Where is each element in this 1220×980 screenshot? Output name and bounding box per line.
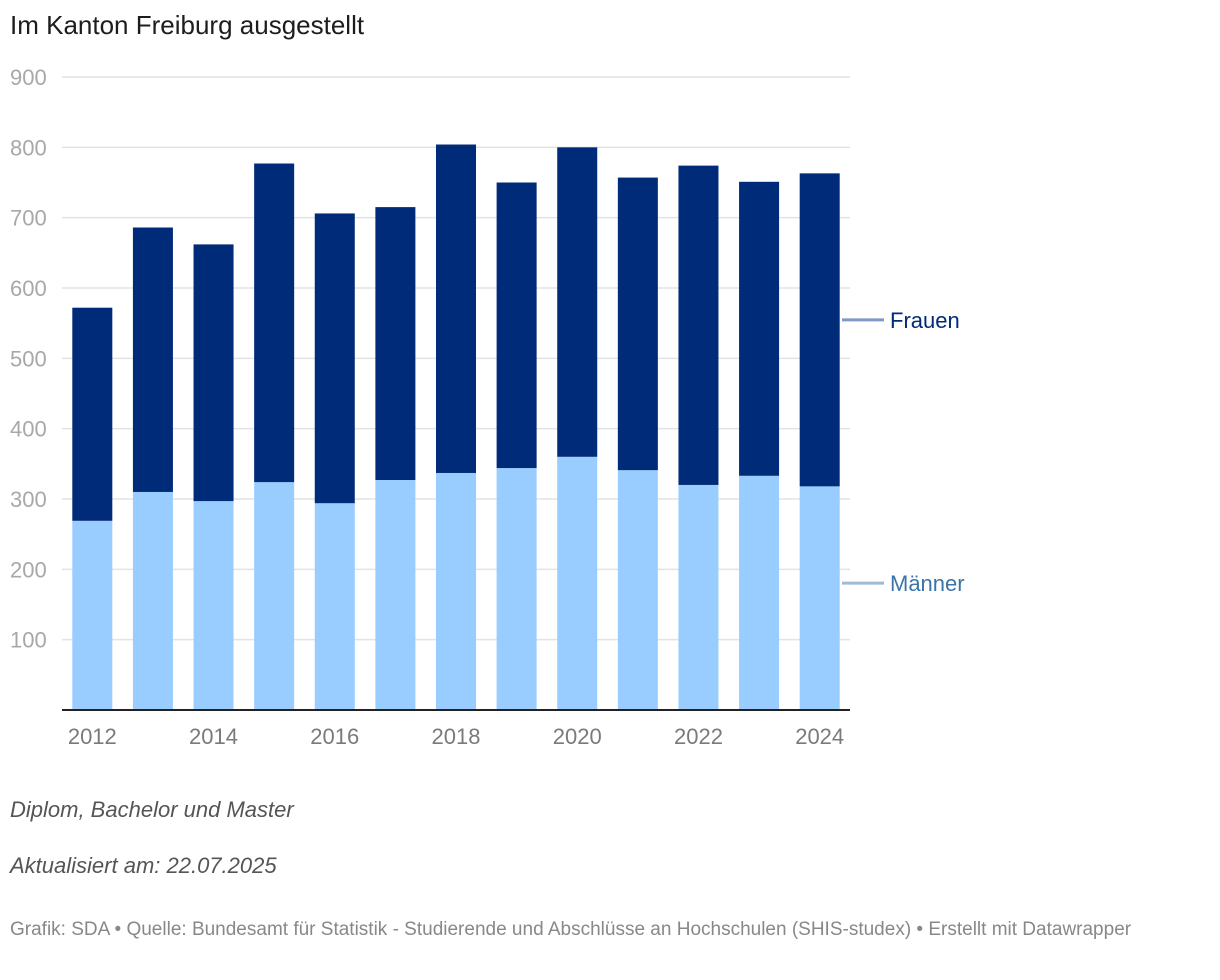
bar-frauen-2024 [799,173,840,487]
updated-note: Aktualisiert am: 22.07.2025 [10,853,277,878]
x-tick-label: 2022 [674,724,723,749]
bar-frauen-2012 [72,307,113,521]
bar-frauen-2016 [314,213,355,504]
y-axis-labels: 100 200 300 400 500 600 700 800 900 [10,65,47,653]
legend-label-mnner: Männer [890,571,965,596]
bar-mnner-2015 [254,482,295,710]
bar-mnner-2020 [557,456,598,710]
bar-frauen-2014 [193,244,234,502]
bar-frauen-2023 [739,181,780,476]
bar-frauen-2013 [132,227,173,492]
y-tick-label: 200 [10,557,47,582]
bar-frauen-2020 [557,147,598,457]
y-tick-label: 100 [10,628,47,653]
bar-frauen-2019 [496,182,537,469]
bar-mnner-2024 [799,486,840,710]
y-tick-label: 600 [10,276,47,301]
bar-frauen-2017 [375,207,416,481]
bar-mnner-2016 [314,503,355,710]
bar-frauen-2015 [254,163,295,483]
x-tick-label: 2020 [553,724,602,749]
y-tick-label: 700 [10,206,47,231]
bar-frauen-2018 [435,144,477,473]
bar-frauen-2022 [678,165,719,485]
bar-mnner-2023 [739,475,780,710]
y-tick-label: 300 [10,487,47,512]
x-tick-label: 2014 [189,724,238,749]
bars [72,144,840,710]
bar-mnner-2017 [375,480,416,710]
legend: Männer Frauen [842,308,965,596]
bar-mnner-2019 [496,468,537,710]
bar-mnner-2014 [193,501,234,710]
stacked-bar-chart: 100 200 300 400 500 600 700 800 900 2012 2014 2016… [10,65,965,749]
x-tick-label: 2018 [432,724,481,749]
y-tick-label: 400 [10,417,47,442]
source-footer: Grafik: SDA • Quelle: Bundesamt für Stat… [10,919,1132,940]
bar-mnner-2018 [435,472,477,710]
chart-subtitle-note: Diplom, Bachelor und Master [10,797,294,822]
x-tick-label: 2016 [310,724,359,749]
x-tick-label: 2024 [795,724,844,749]
y-tick-label: 900 [10,65,47,90]
y-tick-label: 800 [10,135,47,160]
bar-frauen-2021 [617,177,658,471]
bar-mnner-2022 [678,484,719,710]
chart-title: Im Kanton Freiburg ausgestellt [10,10,365,40]
bar-mnner-2021 [617,470,658,710]
x-axis-labels: 2012 2014 2016 2018 2020 2022 2024 [68,724,844,749]
y-tick-label: 500 [10,346,47,371]
bar-mnner-2012 [72,520,113,710]
legend-label-frauen: Frauen [890,308,960,333]
bar-mnner-2013 [132,491,173,710]
x-tick-label: 2012 [68,724,117,749]
